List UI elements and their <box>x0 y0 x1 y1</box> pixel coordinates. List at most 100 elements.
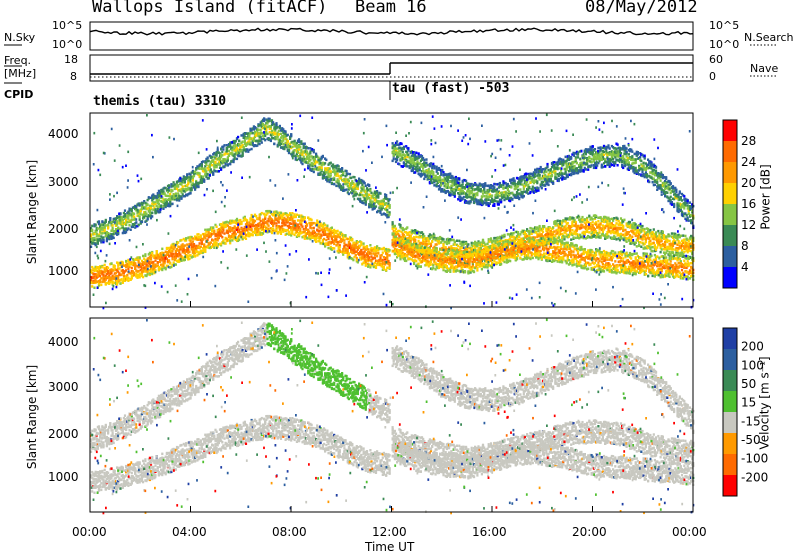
power-cell <box>466 243 469 247</box>
power-cell <box>171 189 174 192</box>
power-cell <box>183 178 186 181</box>
power-cell <box>233 156 236 159</box>
power-cell <box>110 262 113 265</box>
power-cell <box>213 166 216 169</box>
power-cell <box>226 159 229 162</box>
power-cell <box>301 157 304 161</box>
power-cell <box>211 163 214 167</box>
power-cell <box>225 147 228 150</box>
power-cell <box>152 197 155 201</box>
power-cell <box>317 221 320 224</box>
power-cell <box>246 132 249 135</box>
power-cell <box>376 254 379 258</box>
power-cell <box>379 254 382 258</box>
power-cell <box>154 201 157 204</box>
power-cell <box>388 206 391 209</box>
power-cell <box>272 137 275 140</box>
power-cell <box>385 194 388 197</box>
power-cell <box>363 181 366 185</box>
power-cell <box>327 171 330 175</box>
power-cell <box>172 242 175 246</box>
power-cell <box>250 131 253 135</box>
power-cell <box>220 244 223 247</box>
power-cell <box>309 217 312 221</box>
power-cell <box>316 167 319 170</box>
power-cell <box>213 161 216 164</box>
power-cell <box>247 140 250 144</box>
power-cell <box>382 246 385 250</box>
power-cell <box>279 214 283 217</box>
power-cell <box>265 125 268 128</box>
power-cell <box>265 128 268 132</box>
power-cell <box>292 151 295 154</box>
power-cell <box>462 243 465 246</box>
power-cell <box>369 244 372 247</box>
power-cell <box>189 180 192 184</box>
power-cell <box>103 268 106 271</box>
power-cell <box>287 224 291 228</box>
power-cell <box>178 194 181 198</box>
power-cell <box>324 172 327 175</box>
power-cell <box>257 233 260 236</box>
power-cell <box>93 286 96 289</box>
power-cell <box>303 216 306 219</box>
power-cell <box>199 245 202 248</box>
power-cell <box>384 203 387 206</box>
power-cell <box>164 250 167 253</box>
power-cell <box>191 237 194 240</box>
power-cell <box>146 215 149 218</box>
power-cell <box>149 261 153 264</box>
power-cell <box>261 232 265 235</box>
power-ytick-1000: 1000 <box>48 264 79 278</box>
power-cell <box>100 265 103 269</box>
power-cell <box>321 231 324 234</box>
xtick-4: 16:00 <box>472 525 507 539</box>
power-cell <box>183 194 186 198</box>
power-cell <box>261 134 265 138</box>
power-cell <box>284 229 287 232</box>
power-cell <box>194 188 197 191</box>
power-cell <box>386 208 389 212</box>
power-cell <box>155 204 158 208</box>
power-cell <box>216 231 219 234</box>
power-cell <box>435 249 438 252</box>
power-cell <box>459 242 462 245</box>
power-cell <box>190 244 193 247</box>
power-cell <box>130 215 133 218</box>
power-cell <box>356 197 359 201</box>
power-cell <box>452 247 455 250</box>
power-cell <box>315 153 318 157</box>
power-cell <box>363 254 366 257</box>
power-cell <box>441 237 444 240</box>
power-cell <box>227 149 231 153</box>
power-cell <box>428 237 431 240</box>
power-cell <box>324 157 327 160</box>
power-cell <box>173 243 176 246</box>
power-cell <box>139 220 142 224</box>
power-cell <box>142 202 145 205</box>
power-cell <box>269 127 272 130</box>
power-cell <box>364 201 367 204</box>
power-cell <box>309 222 312 225</box>
power-cell <box>227 235 231 238</box>
power-cell <box>319 171 322 174</box>
power-cell <box>307 216 310 219</box>
power-cell <box>126 220 129 224</box>
power-cell <box>101 226 104 229</box>
power-cell <box>410 229 413 232</box>
power-cell <box>345 251 348 254</box>
power-cell <box>275 123 278 127</box>
power-cell <box>259 139 262 143</box>
power-cell <box>386 205 389 208</box>
power-cell <box>224 158 227 161</box>
power-cell <box>95 269 98 273</box>
power-cell <box>113 264 116 268</box>
power-cell <box>387 215 390 218</box>
power-cell <box>338 233 341 236</box>
power-cell <box>178 245 181 249</box>
power-cell <box>154 264 157 267</box>
power-cell <box>214 162 217 166</box>
power-cell <box>382 267 385 271</box>
power-cell <box>162 207 165 210</box>
power-cell <box>103 280 106 283</box>
